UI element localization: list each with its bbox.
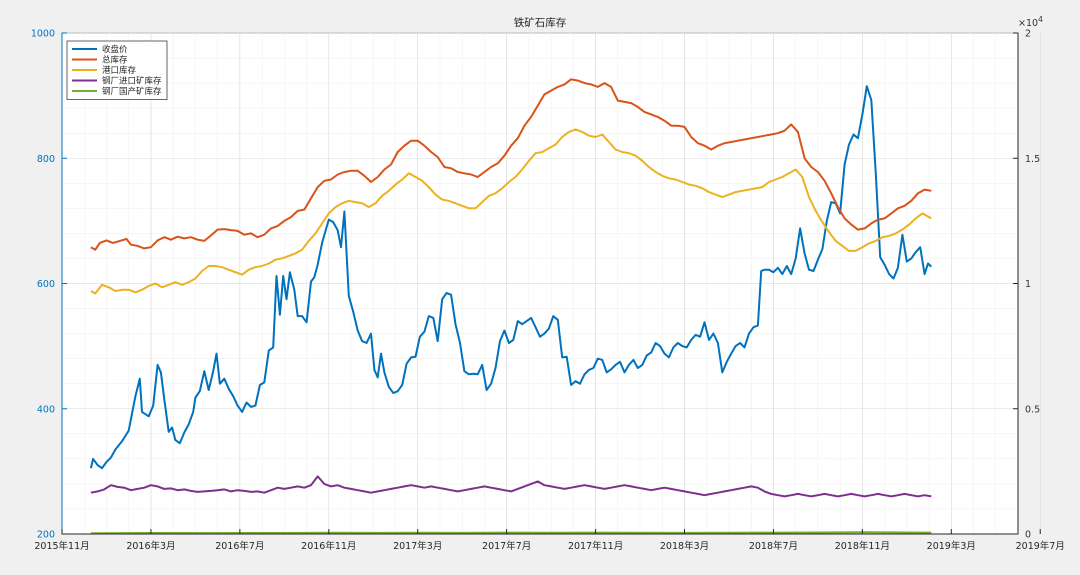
right-axis-exponent-base: ×10 [1018,18,1038,29]
legend-label: 收盘价 [102,44,128,55]
x-tick-label: 2018年3月 [660,540,709,552]
legend-label: 钢厂进口矿库存 [102,76,162,87]
left-tick-label: 200 [37,530,55,541]
right-axis-exponent: ×104 [1018,15,1043,29]
right-tick-label: 2 [1025,29,1031,40]
legend-label: 总库存 [102,55,128,66]
x-tick-label: 2017年3月 [393,540,442,552]
right-axis: 0 0.5 1 1.5 2 [1013,29,1040,541]
legend-label: 钢厂国产矿库存 [102,86,162,97]
legend-label: 港口库存 [102,65,137,76]
series-layer [89,78,932,535]
x-tick-label: 2015年11月 [34,540,89,552]
svg-text:×104: ×104 [1018,15,1043,29]
x-tick-label: 2019年7月 [1016,540,1065,552]
chart-title: 铁矿石库存 [514,16,567,29]
x-tick-label: 2017年7月 [482,540,531,552]
series-line-钢厂进口矿库存 [90,475,932,498]
left-tick-label: 1000 [31,29,55,40]
right-tick-label: 0 [1025,530,1031,541]
left-tick-label: 600 [37,279,55,290]
right-tick-label: 0.5 [1025,404,1040,415]
right-axis-exponent-power: 4 [1038,15,1043,24]
left-tick-label: 800 [37,154,55,165]
series-line-钢厂国产矿库存 [90,531,932,535]
series-line-港口库存 [90,128,932,295]
series-line-总库存 [90,78,932,251]
x-tick-label: 2018年11月 [835,540,890,552]
right-tick-label: 1.5 [1025,154,1040,165]
left-tick-label: 400 [37,404,55,415]
left-axis: 200 400 600 800 1000 [31,29,67,541]
x-tick-label: 2016年3月 [126,540,175,552]
x-tick-label: 2016年7月 [215,540,264,552]
right-tick-label: 1 [1025,279,1031,290]
x-tick-label: 2017年11月 [568,540,623,552]
x-axis: 2015年11月 2016年3月 2016年7月 2016年11月 2017年3月 201… [34,529,1065,552]
x-tick-label: 2016年11月 [301,540,356,552]
x-tick-label: 2019年3月 [927,540,976,552]
x-tick-label: 2018年7月 [749,540,798,552]
series-line-收盘价 [89,85,932,470]
